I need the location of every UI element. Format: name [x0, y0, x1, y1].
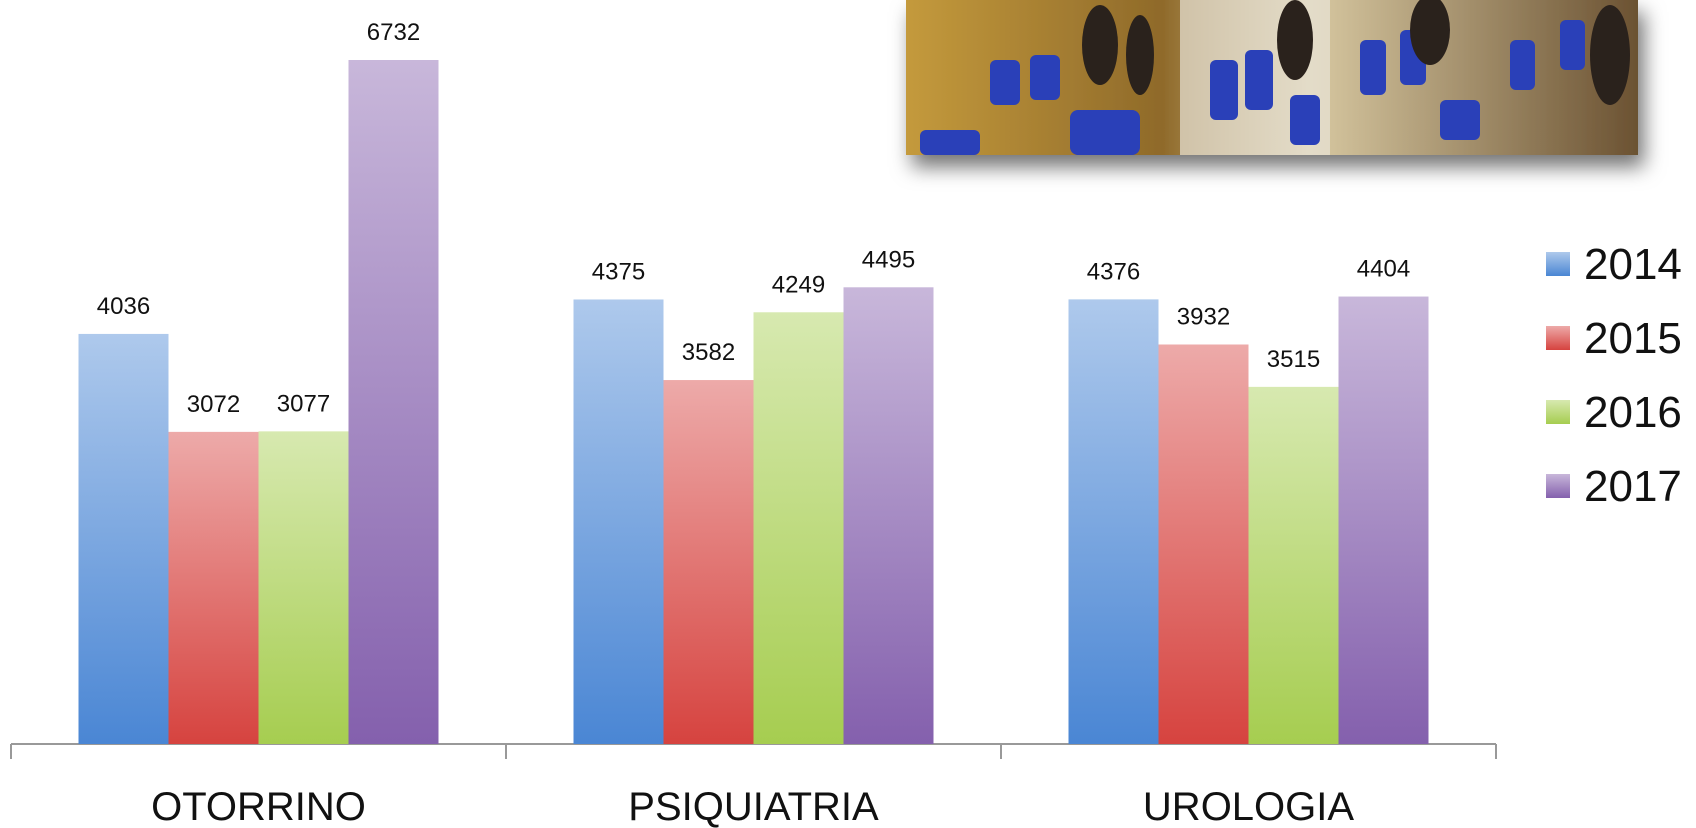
legend-swatch [1546, 400, 1570, 424]
data-label: 4249 [772, 271, 825, 298]
legend-label: 2016 [1584, 388, 1682, 437]
bar [753, 312, 844, 744]
bar [78, 333, 169, 744]
x-tick-label: PSIQUIATRIA [628, 785, 879, 828]
data-label: 4375 [592, 258, 645, 285]
data-label: 3932 [1177, 303, 1230, 330]
bar [168, 431, 259, 744]
bar [573, 299, 664, 744]
bar [1338, 296, 1429, 744]
data-label: 3515 [1267, 346, 1320, 373]
bar [843, 287, 934, 744]
bar [1158, 344, 1249, 744]
data-label: 4495 [862, 246, 915, 273]
data-label: 4036 [97, 293, 150, 320]
legend-label: 2015 [1584, 314, 1682, 363]
data-label: 3072 [187, 391, 240, 418]
legend-swatch [1546, 252, 1570, 276]
bar [663, 380, 754, 744]
legend-label: 2017 [1584, 462, 1682, 511]
photo [906, 0, 1638, 155]
data-label: 3077 [277, 390, 330, 417]
x-tick-label: UROLOGIA [1143, 785, 1354, 828]
data-label: 3582 [682, 339, 735, 366]
legend-swatch [1546, 326, 1570, 350]
data-label: 4404 [1357, 256, 1410, 283]
bar [1068, 299, 1159, 744]
data-label: 6732 [367, 19, 420, 46]
bar [348, 60, 439, 744]
legend-swatch [1546, 474, 1570, 498]
x-tick-label: OTORRINO [151, 785, 366, 828]
legend-label: 2014 [1584, 240, 1682, 289]
bar [1248, 386, 1339, 744]
bar [258, 431, 349, 744]
data-label: 4376 [1087, 258, 1140, 285]
